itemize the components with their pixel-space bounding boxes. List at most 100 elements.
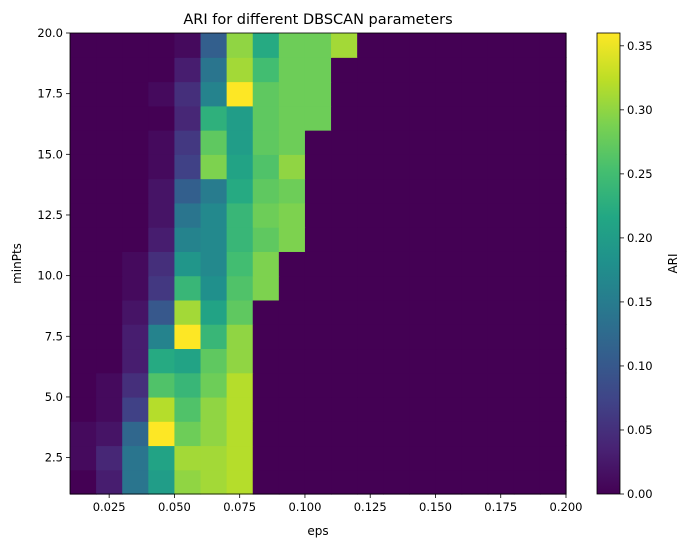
heatmap-cell [513, 348, 541, 374]
heatmap-cell [304, 178, 332, 204]
heatmap-cell [148, 324, 176, 350]
heatmap-cell [539, 105, 567, 131]
heatmap-cell [252, 445, 280, 471]
heatmap-cell [122, 33, 149, 58]
colorbar-frame [596, 32, 621, 495]
heatmap-cell [200, 57, 228, 83]
heatmap-cell [200, 372, 228, 398]
heatmap-cell [122, 130, 149, 155]
colorbar-tick-label: 0.10 [627, 359, 653, 373]
heatmap-cell [539, 299, 567, 325]
heatmap-cell [331, 105, 358, 131]
heatmap-cell [461, 251, 489, 277]
heatmap-cell [70, 445, 97, 471]
heatmap-cell [96, 81, 123, 107]
heatmap-cell [278, 469, 306, 495]
heatmap-cell [96, 324, 123, 350]
heatmap-cell [174, 57, 202, 83]
heatmap-cell [383, 178, 410, 204]
heatmap-cell [409, 202, 437, 228]
heatmap-cell [226, 178, 254, 204]
x-axis: 0.025 0.050 0.075 0.100 0.125 0.150 0.175 0.200 [93, 494, 582, 514]
heatmap-cell [70, 421, 97, 447]
heatmap-cell [513, 421, 541, 447]
y-tick-label: 15.0 [37, 147, 63, 161]
heatmap-cell [252, 130, 280, 155]
heatmap-cell [304, 227, 332, 252]
heatmap-cell [304, 324, 332, 350]
heatmap-cell [435, 275, 463, 301]
heatmap-cell [304, 445, 332, 471]
heatmap-cell [487, 445, 515, 471]
heatmap-cell [278, 130, 306, 155]
heatmap-cell [174, 396, 202, 422]
heatmap-cell [174, 275, 202, 301]
heatmap-cell [226, 445, 254, 471]
heatmap-cell [226, 105, 254, 131]
heatmap-cell [435, 81, 463, 107]
heatmap-cell [383, 299, 410, 325]
heatmap-cell [383, 348, 410, 374]
heatmap-cell [96, 396, 123, 422]
heatmap-cell [252, 372, 280, 398]
heatmap-cell [461, 445, 489, 471]
heatmap-cell [461, 324, 489, 350]
heatmap-cell [383, 396, 410, 422]
heatmap-cell [331, 33, 358, 58]
heatmap-cell [148, 202, 176, 228]
heatmap-cell [278, 445, 306, 471]
heatmap-cell [96, 105, 123, 131]
heatmap-cell [409, 396, 437, 422]
heatmap-cell [357, 154, 384, 180]
heatmap-cell [487, 154, 515, 180]
y-tick-label: 7.5 [45, 329, 63, 343]
heatmap-cell [383, 275, 410, 301]
heatmap-cell [148, 445, 176, 471]
heatmap-cell [357, 275, 384, 301]
x-axis-label: eps [307, 524, 328, 538]
heatmap-cell [435, 33, 463, 58]
heatmap-cell [122, 202, 149, 228]
heatmap-cell [200, 396, 228, 422]
y-axis-label: minPts [10, 243, 24, 284]
heatmap-cell [148, 348, 176, 374]
heatmap-cell [331, 324, 358, 350]
heatmap-cell [461, 130, 489, 155]
heatmap-cell [278, 178, 306, 204]
heatmap-cell [409, 227, 437, 252]
heatmap-cell [383, 227, 410, 252]
heatmap-cell [383, 154, 410, 180]
heatmap-cell [357, 81, 384, 107]
heatmap-cell [148, 154, 176, 180]
heatmap-cell [383, 202, 410, 228]
heatmap-cell [383, 372, 410, 398]
heatmap-cell [304, 275, 332, 301]
heatmap-cell [357, 348, 384, 374]
heatmap-cell [174, 445, 202, 471]
heatmap-cell [331, 81, 358, 107]
heatmap-cell [304, 299, 332, 325]
heatmap-cell [539, 227, 567, 252]
heatmap-cell [539, 33, 567, 58]
heatmap-cell [304, 469, 332, 495]
heatmap-cell [461, 299, 489, 325]
heatmap-cell [148, 105, 176, 131]
heatmap-cell [122, 227, 149, 252]
heatmap-cell [513, 372, 541, 398]
heatmap-cell [383, 33, 410, 58]
heatmap-cell [331, 372, 358, 398]
heatmap-cell [252, 178, 280, 204]
heatmap-cell [357, 227, 384, 252]
heatmap-cell [461, 469, 489, 495]
heatmap-cell [513, 105, 541, 131]
heatmap-cell [461, 154, 489, 180]
heatmap-cell [70, 372, 97, 398]
heatmap-cell [252, 202, 280, 228]
heatmap-cell [278, 299, 306, 325]
heatmap-cell [148, 227, 176, 252]
x-tick-label: 0.050 [158, 500, 191, 514]
heatmap-cell [122, 299, 149, 325]
heatmap-cell [226, 81, 254, 107]
heatmap-cell [539, 81, 567, 107]
heatmap-cell [278, 227, 306, 252]
